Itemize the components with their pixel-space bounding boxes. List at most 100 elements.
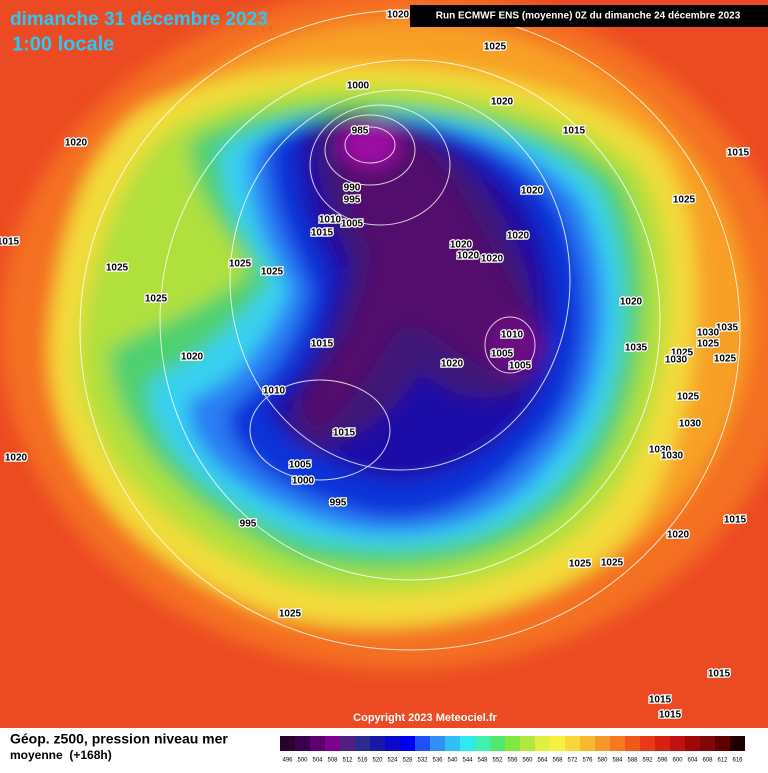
scale-swatch [415, 736, 430, 751]
footer-title: Géop. z500, pression niveau mer [10, 731, 228, 747]
scale-label: 576 [582, 758, 593, 764]
scale-label: 600 [672, 758, 683, 764]
scale-swatch [730, 736, 745, 751]
scale-swatch [550, 736, 565, 751]
scale-label: 608 [702, 758, 713, 764]
isobar-label: 1030 [661, 451, 684, 462]
isobar-label: 1025 [677, 392, 700, 403]
scale-label: 616 [732, 758, 743, 764]
isobar-label: 1010 [263, 386, 286, 397]
scale-label: 544 [462, 758, 473, 764]
isobar-label: 1035 [716, 323, 739, 334]
isobar-label: 1020 [620, 297, 643, 308]
isobar-label: 1000 [347, 81, 370, 92]
scale-label: 540 [447, 758, 458, 764]
isobar-label: 1030 [697, 328, 720, 339]
date: dimanche 31 décembre 2023 [10, 9, 268, 30]
scale-label: 528 [402, 758, 413, 764]
isobar-label: 1020 [507, 231, 530, 242]
isobar-label: 1010 [501, 330, 524, 341]
footer-subtitle: moyenne (+168h) [10, 748, 112, 762]
scale-swatch [370, 736, 385, 751]
scale-label: 596 [657, 758, 668, 764]
isobar-label: 1025 [106, 263, 129, 274]
isobar-label: 1035 [625, 343, 648, 354]
scale-label: 556 [507, 758, 518, 764]
scale-label: 592 [642, 758, 653, 764]
isobar-label: 1015 [311, 339, 334, 350]
isobar-label: 1005 [289, 460, 312, 471]
isobar-label: 1000 [292, 476, 315, 487]
scale-label: 548 [477, 758, 488, 764]
isobar-label: 1015 [708, 669, 731, 680]
scale-label: 584 [612, 758, 623, 764]
scale-swatch [625, 736, 640, 751]
isobar-label: 1005 [491, 349, 514, 360]
scale-swatch [640, 736, 655, 751]
isobar-label: 1015 [727, 148, 750, 159]
isobar-label: 1025 [145, 294, 168, 305]
isobar-label: 1020 [457, 251, 480, 262]
copyright: Copyright 2023 Meteociel.fr [353, 712, 497, 724]
scale-swatch [310, 736, 325, 751]
color-scale: 496 500 504 508 512 516 520 524 528 532 536 540 544 5… [280, 736, 745, 764]
scale-label: 552 [492, 758, 503, 764]
isobar-label: 995 [240, 519, 257, 530]
isobar-label: 1025 [569, 559, 592, 570]
scale-swatch [505, 736, 520, 751]
scale-swatch [475, 736, 490, 751]
isobar-label: 990 [344, 183, 361, 194]
scale-swatch [385, 736, 400, 751]
isobar-label: 1015 [724, 515, 747, 526]
isobar-label: 1020 [450, 240, 473, 251]
scale-swatch [580, 736, 595, 751]
scale-label: 520 [372, 758, 383, 764]
scale-swatch [280, 736, 295, 751]
isobar-label: 1030 [665, 355, 688, 366]
isobar-label: 1025 [714, 354, 737, 365]
scale-label: 580 [597, 758, 608, 764]
scale-label: 572 [567, 758, 578, 764]
scale-label: 500 [297, 758, 308, 764]
scale-label: 512 [342, 758, 353, 764]
isobar-label: 1015 [311, 228, 334, 239]
isobar-label: 1020 [441, 359, 464, 370]
isobar-label: 1015 [563, 126, 586, 137]
isobars [79, 9, 741, 651]
scale-label: 532 [417, 758, 428, 764]
scale-swatch [355, 736, 370, 751]
isobar-label: 1025 [673, 195, 696, 206]
isobar-label: 995 [330, 498, 347, 509]
geopotential-field [0, 0, 768, 670]
scale-swatch [460, 736, 475, 751]
scale-swatch [325, 736, 340, 751]
run-info: Run ECMWF ENS (moyenne) 0Z du dimanche 2… [436, 11, 741, 22]
isobar-label: 1020 [387, 10, 410, 21]
isobar-label: 1020 [481, 254, 504, 265]
scale-swatch [445, 736, 460, 751]
scale-label: 536 [432, 758, 443, 764]
scale-swatch [670, 736, 685, 751]
isobar-label: 1020 [181, 352, 204, 363]
isobar-label: 1015 [333, 428, 356, 439]
isobar-label: 1010 [319, 215, 342, 226]
scale-swatch [685, 736, 700, 751]
scale-label: 496 [282, 758, 293, 764]
isobar-label: 1005 [341, 219, 364, 230]
scale-label: 524 [387, 758, 398, 764]
scale-swatch [655, 736, 670, 751]
isobar-label: 1025 [484, 42, 507, 53]
scale-swatch [430, 736, 445, 751]
isobar-label: 1015 [659, 710, 682, 721]
isobar-label: 1005 [509, 361, 532, 372]
isobar-label: 995 [344, 195, 361, 206]
scale-label: 612 [717, 758, 728, 764]
isobar-label: 985 [352, 126, 369, 137]
scale-label: 588 [627, 758, 638, 764]
scale-label: 564 [537, 758, 548, 764]
scale-swatch [535, 736, 550, 751]
run-banner [410, 5, 768, 27]
scale-label: 516 [357, 758, 368, 764]
